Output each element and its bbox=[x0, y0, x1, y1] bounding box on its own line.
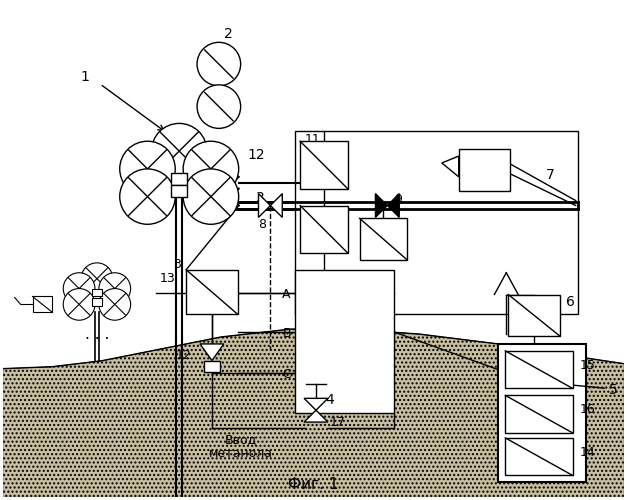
Text: 6: 6 bbox=[566, 294, 574, 308]
Text: 17: 17 bbox=[330, 416, 345, 429]
Text: C: C bbox=[282, 368, 291, 380]
Text: 15: 15 bbox=[579, 359, 596, 372]
Bar bbox=[505, 351, 572, 389]
Bar bbox=[505, 396, 572, 433]
Circle shape bbox=[183, 169, 239, 224]
Polygon shape bbox=[376, 194, 387, 218]
Bar bbox=[295, 132, 577, 314]
Circle shape bbox=[99, 288, 130, 320]
Text: A: A bbox=[282, 288, 291, 300]
Bar bbox=[300, 206, 348, 253]
Bar bbox=[186, 270, 238, 314]
Text: метанола: метанола bbox=[209, 447, 273, 460]
Text: 16: 16 bbox=[579, 404, 596, 416]
Bar bbox=[171, 173, 187, 184]
Circle shape bbox=[63, 288, 95, 320]
Text: 12: 12 bbox=[248, 148, 265, 162]
Polygon shape bbox=[258, 194, 270, 218]
Text: 10: 10 bbox=[367, 235, 381, 245]
Polygon shape bbox=[3, 329, 624, 497]
Text: . . .: . . . bbox=[85, 327, 109, 342]
Bar bbox=[92, 288, 102, 296]
Bar bbox=[508, 294, 560, 336]
Text: 12: 12 bbox=[175, 349, 191, 362]
Circle shape bbox=[120, 169, 175, 224]
Polygon shape bbox=[442, 156, 459, 177]
Circle shape bbox=[99, 272, 130, 304]
Text: 1: 1 bbox=[81, 70, 90, 84]
Circle shape bbox=[197, 42, 241, 86]
Text: 14: 14 bbox=[579, 446, 596, 459]
Bar bbox=[459, 149, 510, 190]
Bar bbox=[92, 298, 102, 306]
Text: 5: 5 bbox=[609, 384, 618, 398]
Text: 8: 8 bbox=[258, 218, 266, 232]
Polygon shape bbox=[304, 398, 328, 410]
Polygon shape bbox=[200, 344, 224, 360]
Text: 11: 11 bbox=[305, 134, 321, 146]
Bar bbox=[360, 218, 407, 260]
Text: 7: 7 bbox=[546, 168, 555, 182]
Text: 4: 4 bbox=[325, 394, 334, 407]
Polygon shape bbox=[387, 194, 399, 218]
Bar bbox=[295, 270, 394, 413]
Polygon shape bbox=[270, 194, 282, 218]
Text: 3: 3 bbox=[173, 258, 181, 271]
Bar bbox=[204, 360, 220, 372]
Text: 3: 3 bbox=[256, 190, 264, 204]
Text: B: B bbox=[282, 327, 291, 340]
Circle shape bbox=[63, 272, 95, 304]
Circle shape bbox=[81, 263, 113, 294]
Polygon shape bbox=[304, 410, 328, 422]
Circle shape bbox=[120, 141, 175, 197]
Bar bbox=[498, 344, 586, 482]
Bar bbox=[300, 141, 348, 188]
Text: 2: 2 bbox=[224, 28, 233, 42]
Bar bbox=[171, 184, 187, 196]
Circle shape bbox=[152, 124, 207, 179]
Bar bbox=[505, 438, 572, 476]
Text: 9: 9 bbox=[394, 192, 402, 205]
Bar bbox=[33, 296, 52, 312]
Circle shape bbox=[183, 141, 239, 197]
Text: 13: 13 bbox=[159, 272, 175, 285]
Text: Фиг. 1: Фиг. 1 bbox=[288, 477, 338, 492]
Circle shape bbox=[197, 85, 241, 128]
Text: Ввод: Ввод bbox=[224, 433, 257, 446]
